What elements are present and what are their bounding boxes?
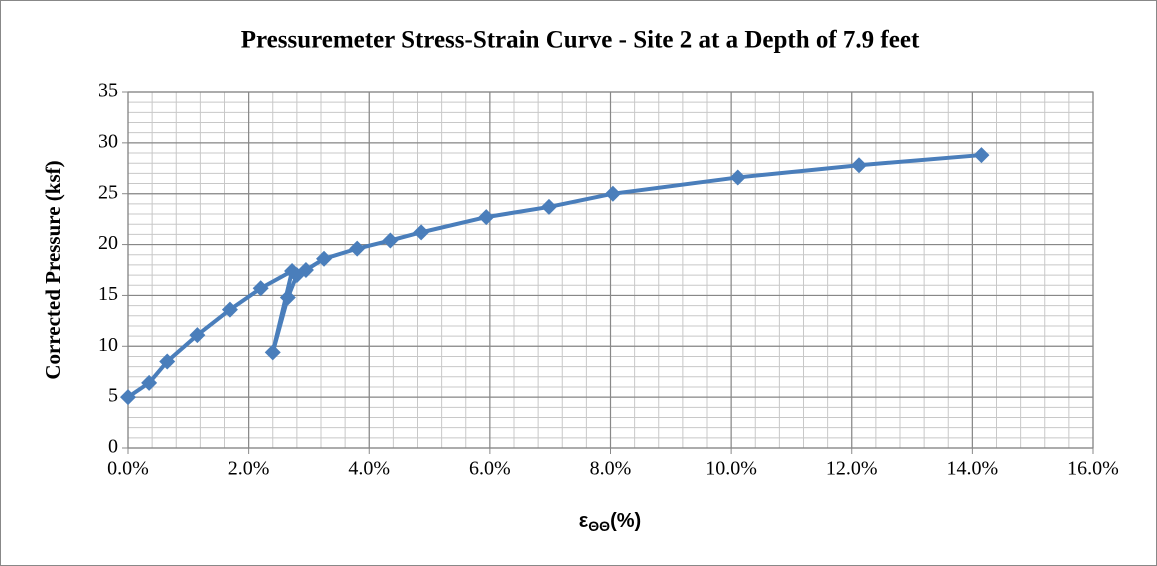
x-tick-label: 6.0% <box>469 458 511 480</box>
data-point <box>189 327 206 344</box>
y-tick-label: 25 <box>98 181 118 203</box>
data-point <box>316 250 333 267</box>
x-tick-label: 16.0% <box>1067 458 1119 480</box>
x-axis-label-suffix: (%) <box>610 510 641 532</box>
y-tick-label: 5 <box>108 385 118 407</box>
y-tick-label: 0 <box>108 436 118 458</box>
x-tick-label: 4.0% <box>348 458 390 480</box>
data-point <box>141 374 158 391</box>
data-point <box>478 209 495 226</box>
data-point <box>297 262 314 278</box>
data-point <box>349 240 366 257</box>
data-point <box>252 280 269 297</box>
x-tick-label: 10.0% <box>705 458 757 480</box>
y-tick-label: 30 <box>98 130 118 152</box>
x-axis-label: εΘΘ(%) <box>579 510 641 533</box>
x-tick-label: 14.0% <box>947 458 999 480</box>
data-point <box>159 353 176 370</box>
data-point <box>279 289 296 306</box>
y-tick-label: 15 <box>98 283 118 305</box>
data-point <box>120 389 136 406</box>
x-tick-label: 2.0% <box>228 458 270 480</box>
data-point <box>540 198 557 215</box>
data-point <box>973 147 990 164</box>
y-axis-label: Corrected Pressure (ksf) <box>41 160 65 379</box>
plot-frame <box>127 91 1094 449</box>
data-point <box>850 157 867 174</box>
x-axis-label-sub: ΘΘ <box>588 518 610 534</box>
data-point <box>221 301 238 318</box>
y-tick-label: 10 <box>98 334 118 356</box>
x-axis-label-main: ε <box>579 510 589 532</box>
x-tick-label: 0.0% <box>107 458 149 480</box>
x-tick-label: 12.0% <box>826 458 878 480</box>
chart-title: Pressuremeter Stress-Strain Curve - Site… <box>241 27 920 54</box>
y-tick-label: 35 <box>98 80 118 102</box>
data-point <box>264 344 281 361</box>
data-point <box>604 185 621 202</box>
data-point <box>382 232 399 249</box>
data-point <box>413 224 430 241</box>
data-point <box>729 169 746 186</box>
x-tick-label: 8.0% <box>590 458 632 480</box>
y-tick-label: 20 <box>98 232 118 254</box>
